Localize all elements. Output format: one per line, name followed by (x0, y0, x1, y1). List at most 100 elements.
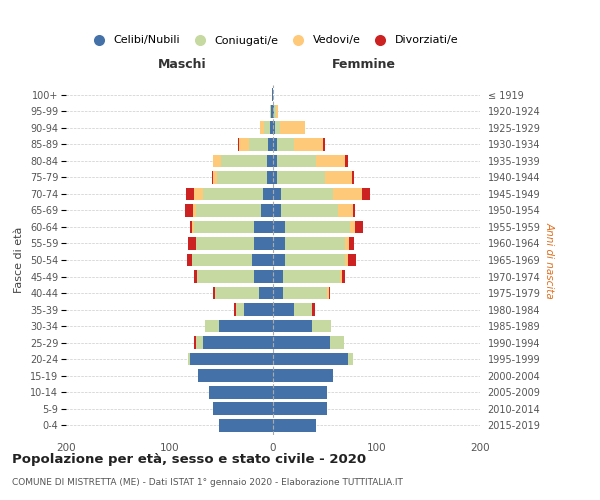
Bar (193, 204, 196, 217)
Bar (329, 286, 330, 300)
Bar (253, 254, 273, 266)
Bar (197, 270, 254, 283)
Bar (273, 204, 281, 217)
Bar (362, 188, 370, 200)
Bar (268, 138, 273, 151)
Bar (330, 336, 344, 349)
Bar (346, 254, 347, 266)
Bar (325, 171, 352, 184)
Bar (238, 138, 239, 151)
Bar (273, 386, 327, 398)
Bar (267, 171, 273, 184)
Bar (209, 386, 273, 398)
Bar (199, 369, 273, 382)
Bar (350, 220, 355, 234)
Bar (316, 154, 346, 168)
Y-axis label: Anni di nascita: Anni di nascita (544, 222, 554, 298)
Bar (277, 171, 325, 184)
Bar (203, 336, 273, 349)
Bar (273, 418, 316, 432)
Bar (353, 204, 355, 217)
Bar (213, 286, 215, 300)
Bar (254, 270, 273, 283)
Bar (352, 171, 354, 184)
Bar (272, 88, 273, 102)
Bar (194, 270, 197, 283)
Bar (273, 122, 275, 134)
Bar (273, 138, 277, 151)
Bar (239, 138, 249, 151)
Bar (273, 320, 313, 332)
Bar (333, 188, 362, 200)
Bar (186, 188, 194, 200)
Bar (273, 270, 283, 283)
Bar (267, 154, 273, 168)
Bar (273, 336, 330, 349)
Bar (260, 122, 263, 134)
Bar (215, 286, 259, 300)
Bar (286, 220, 350, 234)
Bar (340, 270, 343, 283)
Bar (273, 303, 294, 316)
Bar (205, 320, 219, 332)
Bar (277, 138, 294, 151)
Bar (254, 220, 273, 234)
Bar (327, 286, 329, 300)
Bar (347, 352, 353, 366)
Bar (194, 336, 196, 349)
Bar (281, 204, 338, 217)
Bar (254, 237, 273, 250)
Bar (203, 188, 263, 200)
Bar (217, 171, 267, 184)
Bar (212, 171, 213, 184)
Bar (273, 105, 274, 118)
Bar (213, 171, 217, 184)
Bar (187, 254, 192, 266)
Bar (196, 336, 203, 349)
Bar (190, 220, 192, 234)
Bar (271, 105, 273, 118)
Bar (277, 154, 316, 168)
Bar (270, 122, 273, 134)
Bar (273, 352, 347, 366)
Bar (281, 188, 333, 200)
Bar (273, 237, 286, 250)
Bar (194, 220, 254, 234)
Bar (294, 138, 323, 151)
Bar (188, 237, 196, 250)
Bar (283, 270, 340, 283)
Bar (244, 303, 273, 316)
Y-axis label: Fasce di età: Fasce di età (14, 227, 25, 293)
Bar (323, 138, 325, 151)
Bar (273, 220, 286, 234)
Bar (263, 122, 270, 134)
Bar (213, 402, 273, 415)
Bar (273, 254, 286, 266)
Text: Femmine: Femmine (332, 58, 396, 71)
Bar (185, 204, 193, 217)
Bar (276, 105, 278, 118)
Bar (263, 188, 273, 200)
Bar (273, 402, 327, 415)
Text: COMUNE DI MISTRETTA (ME) - Dati ISTAT 1° gennaio 2020 - Elaborazione TUTTITALIA.: COMUNE DI MISTRETTA (ME) - Dati ISTAT 1°… (12, 478, 403, 487)
Bar (190, 352, 273, 366)
Bar (192, 254, 253, 266)
Bar (196, 204, 260, 217)
Bar (273, 154, 277, 168)
Bar (338, 204, 353, 217)
Bar (349, 237, 354, 250)
Bar (274, 105, 276, 118)
Text: Popolazione per età, sesso e stato civile - 2020: Popolazione per età, sesso e stato civil… (12, 452, 366, 466)
Bar (355, 220, 363, 234)
Bar (346, 237, 349, 250)
Bar (313, 303, 316, 316)
Bar (233, 303, 236, 316)
Bar (270, 105, 271, 118)
Bar (346, 154, 347, 168)
Bar (286, 237, 346, 250)
Bar (194, 188, 203, 200)
Bar (273, 369, 333, 382)
Bar (236, 303, 244, 316)
Legend: Celibi/Nubili, Coniugati/e, Vedovi/e, Divorziati/e: Celibi/Nubili, Coniugati/e, Vedovi/e, Di… (83, 31, 463, 50)
Text: Maschi: Maschi (158, 58, 206, 71)
